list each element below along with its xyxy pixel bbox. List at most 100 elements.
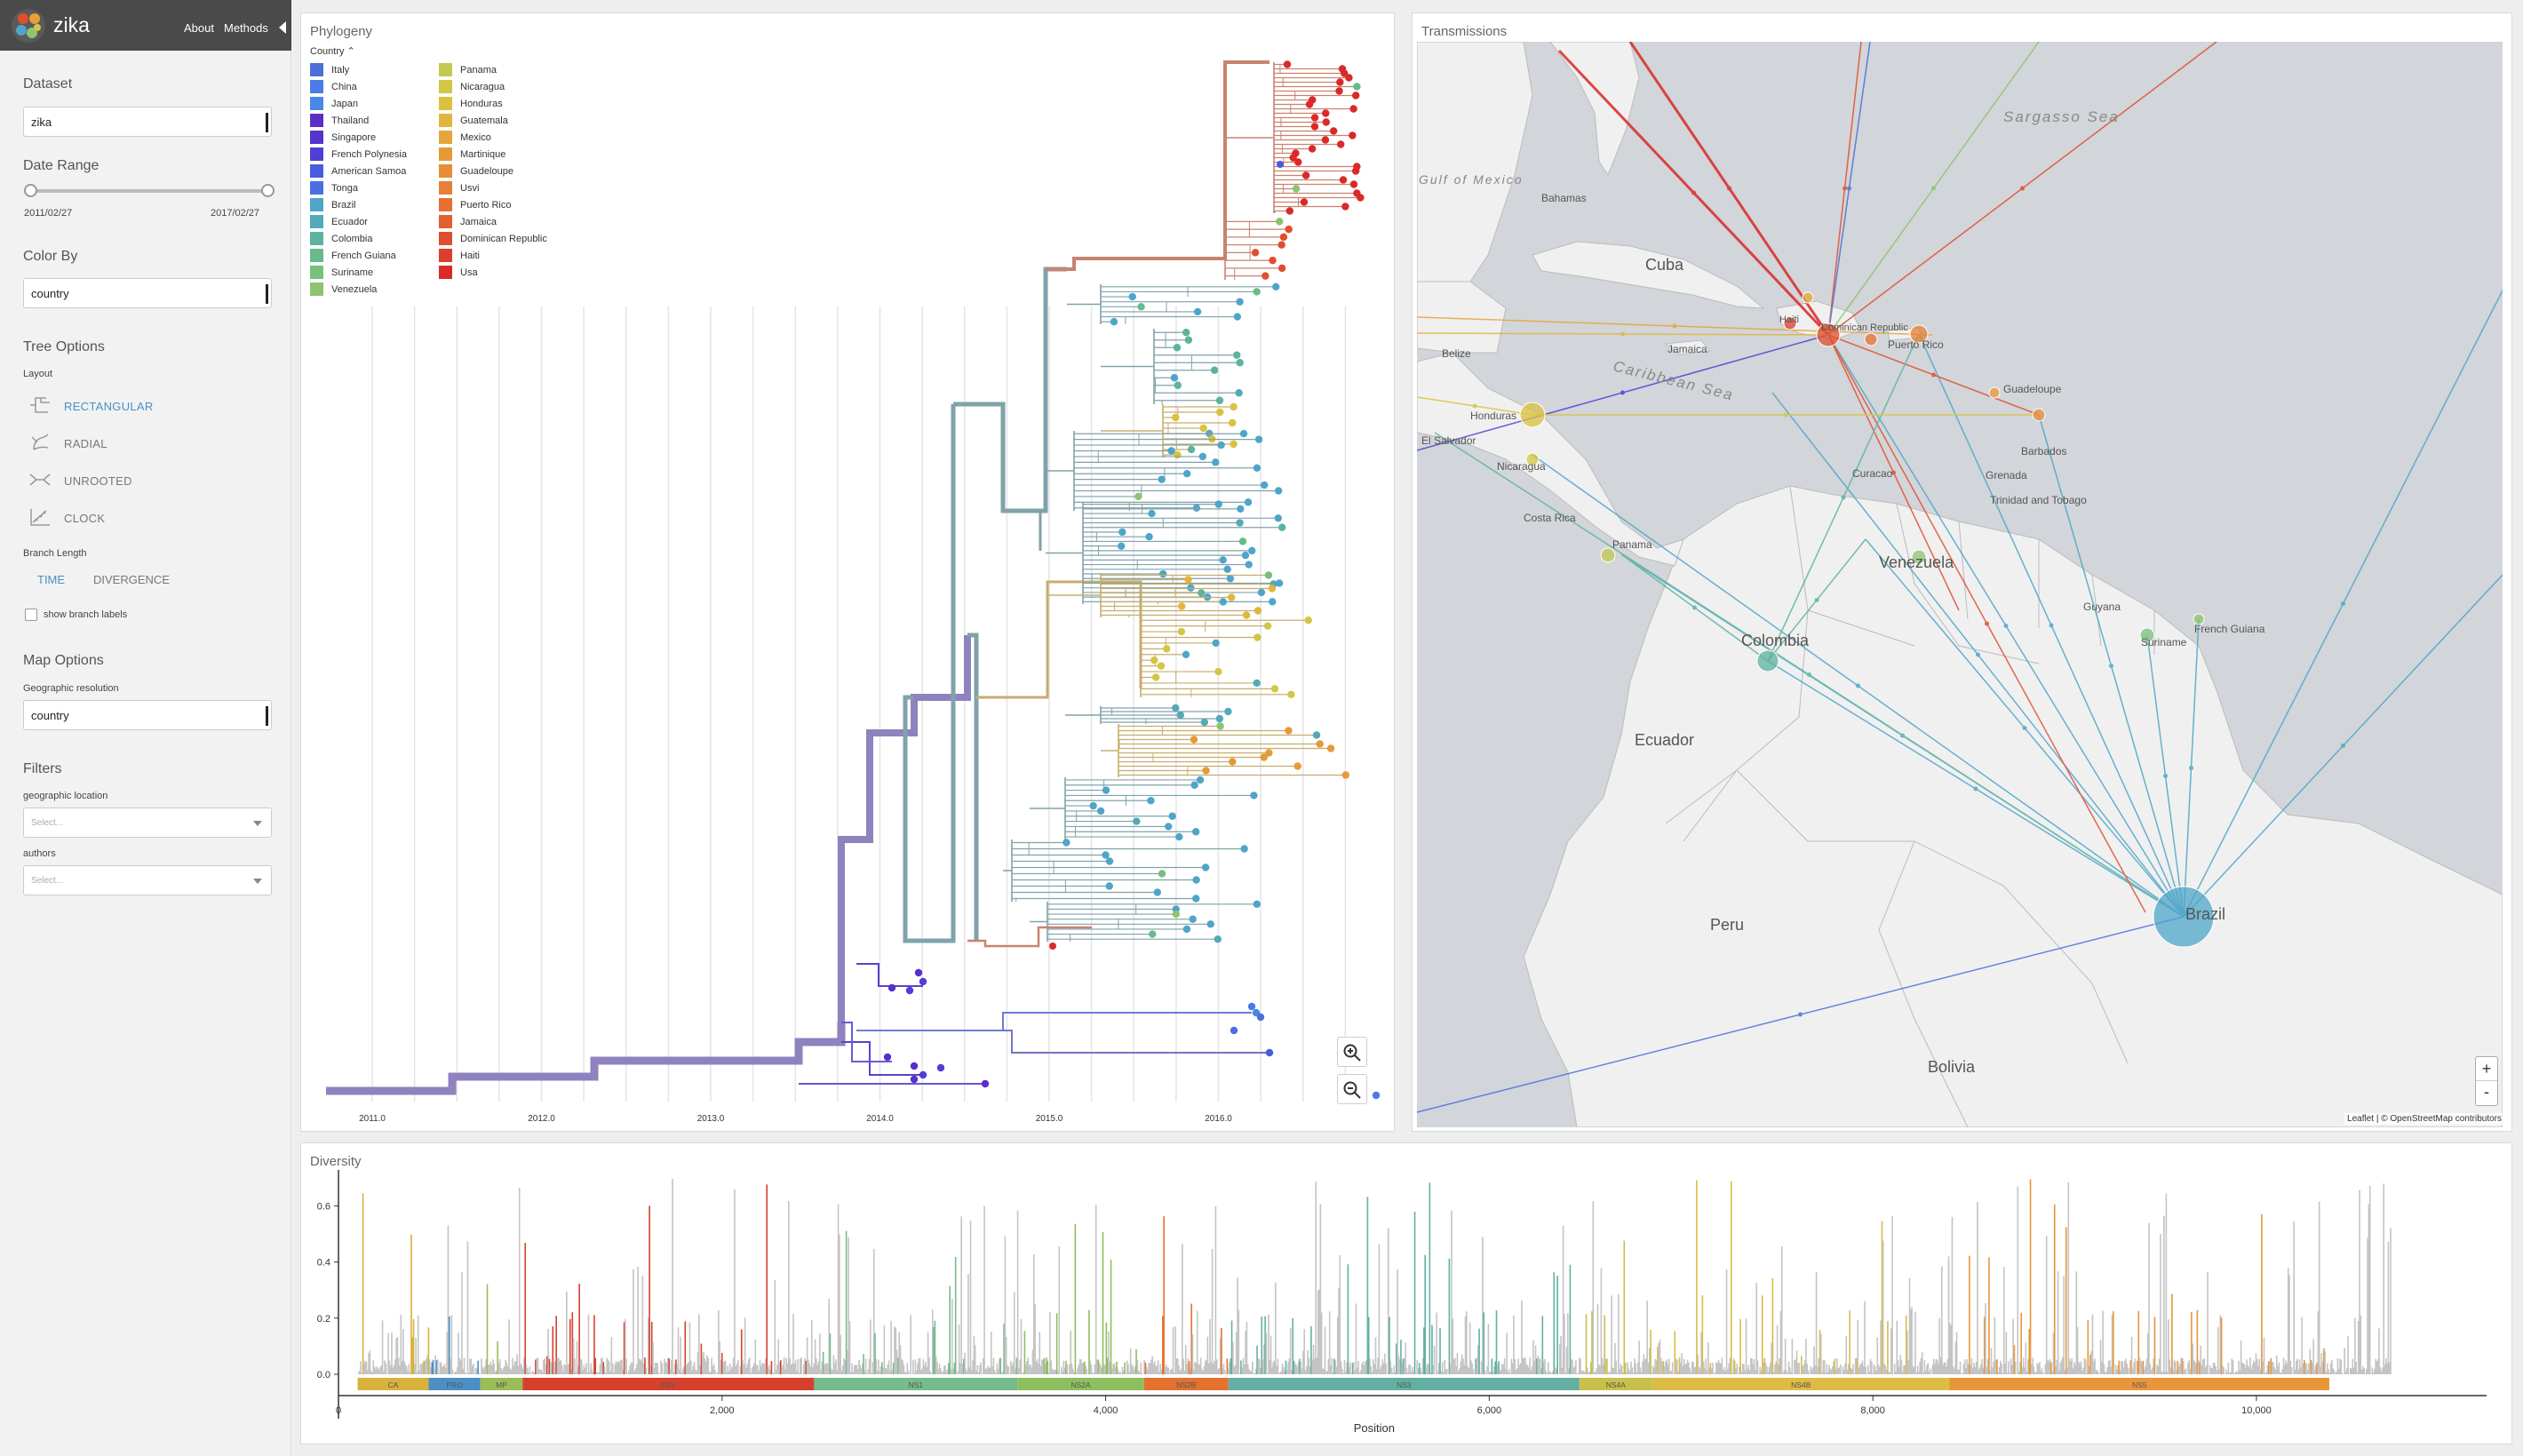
diversity-bar — [2368, 1204, 2370, 1374]
tree-tip — [1257, 588, 1266, 597]
nav-about-link[interactable]: About — [184, 21, 214, 35]
diversity-bar — [1749, 1357, 1752, 1374]
diversity-bar — [820, 1370, 822, 1374]
show-branch-labels-checkbox[interactable] — [25, 609, 37, 621]
legend-item[interactable]: American Samoa — [310, 164, 434, 179]
diversity-bar — [2314, 1365, 2317, 1374]
legend-item[interactable]: Suriname — [310, 266, 434, 280]
legend-item[interactable]: Guadeloupe — [439, 164, 563, 179]
diversity-bar — [1618, 1294, 1620, 1374]
legend-item[interactable]: Haiti — [439, 249, 563, 263]
diversity-bar — [1106, 1357, 1109, 1374]
map-attribution[interactable]: Leaflet | © OpenStreetMap contributors — [2344, 1113, 2504, 1125]
legend-item[interactable]: Honduras — [439, 97, 563, 111]
diversity-bar — [1644, 1359, 1646, 1374]
tree-zoom-out-button[interactable] — [1337, 1074, 1367, 1104]
legend-item[interactable]: Brazil — [310, 198, 434, 212]
date-range-slider[interactable] — [30, 189, 268, 193]
legend-item[interactable]: Ecuador — [310, 215, 434, 229]
branch-length-divergence-button[interactable]: DIVERGENCE — [93, 573, 170, 586]
diversity-bar — [1350, 1373, 1353, 1374]
legend-item[interactable]: Tonga — [310, 181, 434, 195]
legend-item[interactable]: China — [310, 80, 434, 94]
map-zoom-out-button[interactable]: - — [2484, 1083, 2489, 1101]
app-title[interactable]: zika — [53, 13, 90, 36]
legend-item[interactable]: Nicaragua — [439, 80, 563, 94]
diversity-bar — [1190, 1303, 1193, 1374]
diversity-bar — [1019, 1359, 1022, 1374]
tree-tip — [1174, 450, 1182, 459]
geo-location-filter-input[interactable]: Select... — [23, 808, 272, 838]
diversity-bar — [992, 1357, 995, 1374]
transmissions-map[interactable]: Sargasso Sea Caribbean Sea Gulf of Mexic… — [1417, 42, 2503, 1127]
geo-resolution-select[interactable]: country — [23, 700, 272, 730]
diversity-bar — [1499, 1371, 1501, 1374]
diversity-bar — [1418, 1363, 1421, 1374]
legend-item[interactable]: Guatemala — [439, 114, 563, 128]
diversity-bar — [1133, 1369, 1135, 1374]
diversity-bar — [1096, 1359, 1098, 1374]
legend-item[interactable]: Dominican Republic — [439, 232, 563, 246]
diversity-bar — [641, 1361, 642, 1374]
tree-tip — [1151, 673, 1160, 681]
tree-zoom-in-button[interactable] — [1337, 1037, 1367, 1067]
tree-tip — [1175, 832, 1183, 841]
diversity-bar — [1888, 1372, 1890, 1374]
diversity-bar — [793, 1364, 796, 1374]
country-bubble — [1816, 322, 1841, 347]
layout-clock-button[interactable]: CLOCK — [25, 505, 203, 529]
legend-item[interactable]: Puerto Rico — [439, 198, 563, 212]
diversity-bar — [2371, 1367, 2374, 1374]
date-range-end-handle[interactable] — [261, 184, 275, 197]
color-by-select[interactable]: country — [23, 278, 272, 308]
diversity-bar — [1684, 1364, 1686, 1374]
legend-item[interactable]: Usvi — [439, 181, 563, 195]
map-zoom-in-button[interactable]: + — [2476, 1057, 2497, 1081]
diversity-bar — [567, 1365, 569, 1374]
dataset-select[interactable]: zika — [23, 107, 272, 137]
branch-length-time-button[interactable]: TIME — [37, 573, 66, 586]
diversity-bar — [529, 1365, 531, 1374]
diversity-bar — [1143, 1359, 1145, 1374]
legend-item[interactable]: Colombia — [310, 232, 434, 246]
diversity-bar — [385, 1363, 387, 1374]
nextstrain-logo-icon[interactable] — [11, 8, 46, 44]
diversity-bar — [2028, 1328, 2031, 1374]
diversity-chart[interactable]: 0.00.20.40.6CA PRO MP ENV NS1 NS2A NS2B NS3 NS4A… — [301, 1143, 2513, 1445]
diversity-bar — [582, 1370, 584, 1374]
diversity-bar — [610, 1337, 613, 1374]
diversity-bar — [1550, 1373, 1553, 1374]
layout-unrooted-button[interactable]: UNROOTED — [25, 467, 203, 492]
authors-filter-input[interactable]: Select... — [23, 865, 272, 895]
diversity-bar — [840, 1371, 843, 1374]
legend-item[interactable]: Italy — [310, 63, 434, 77]
legend-title[interactable]: Country ⌃ — [310, 45, 355, 57]
legend-item[interactable]: Venezuela — [310, 282, 434, 297]
legend-item[interactable]: French Guiana — [310, 249, 434, 263]
date-range-start-handle[interactable] — [24, 184, 37, 197]
phylogeny-tree[interactable]: 2011.0 2012.0 2013.0 2014.0 2015.0 2016.0 — [301, 13, 1396, 1133]
diversity-bar — [1078, 1359, 1081, 1374]
collapse-sidebar-icon[interactable] — [279, 21, 286, 34]
diversity-bar — [2058, 1370, 2060, 1374]
diversity-bar — [1113, 1363, 1116, 1374]
diversity-bar — [958, 1325, 960, 1374]
legend-item[interactable]: Mexico — [439, 131, 563, 145]
diversity-bar — [1759, 1366, 1761, 1374]
nav-methods-link[interactable]: Methods — [224, 21, 268, 35]
diversity-bar — [546, 1356, 548, 1374]
legend-item[interactable]: Thailand — [310, 114, 434, 128]
legend-item[interactable]: Martinique — [439, 147, 563, 162]
legend-item[interactable]: Singapore — [310, 131, 434, 145]
layout-rectangular-button[interactable]: RECTANGULAR — [25, 393, 203, 418]
diversity-bar — [1234, 1365, 1237, 1374]
legend-item[interactable]: Panama — [439, 63, 563, 77]
legend-item[interactable]: Japan — [310, 97, 434, 111]
diversity-bar — [419, 1364, 422, 1374]
legend-item[interactable]: French Polynesia — [310, 147, 434, 162]
diversity-bar — [680, 1372, 683, 1374]
legend-item[interactable]: Jamaica — [439, 215, 563, 229]
legend-item[interactable]: Usa — [439, 266, 563, 280]
layout-radial-button[interactable]: RADIAL — [25, 430, 203, 455]
diversity-bar — [808, 1359, 809, 1374]
